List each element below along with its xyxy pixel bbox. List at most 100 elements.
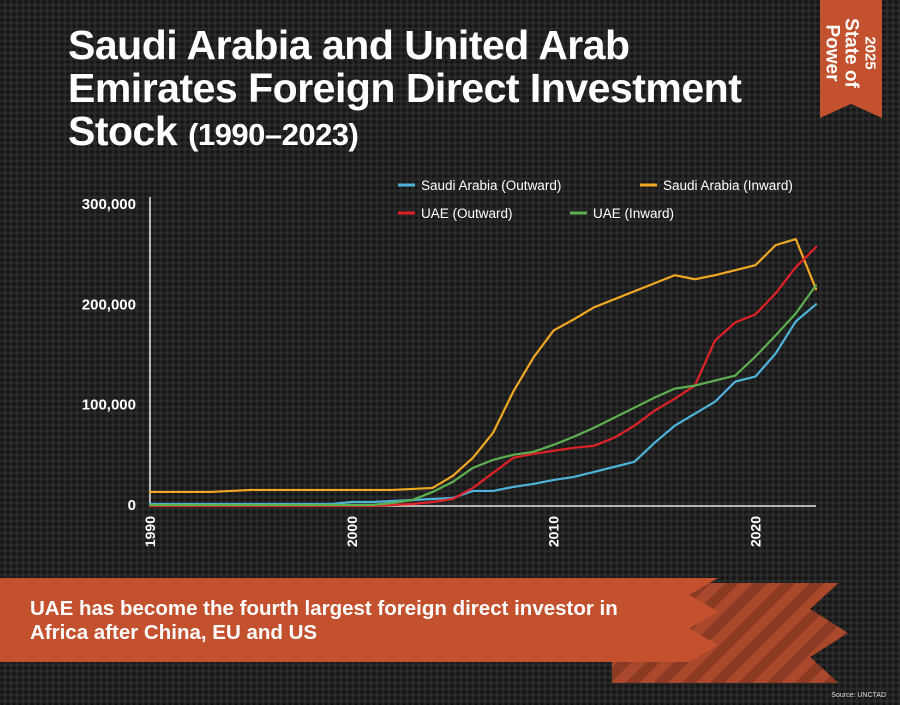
data-point <box>472 487 474 489</box>
data-point <box>633 406 636 409</box>
series-saudi-arabia-outward <box>148 303 818 506</box>
data-point <box>815 288 817 291</box>
data-point <box>532 483 535 485</box>
series-line <box>148 284 818 507</box>
data-point <box>229 490 232 492</box>
data-point <box>250 504 252 506</box>
data-point <box>613 298 616 301</box>
data-point <box>774 352 777 355</box>
data-point <box>371 489 373 491</box>
data-point <box>613 465 616 468</box>
data-point <box>512 390 515 393</box>
data-point <box>794 238 797 241</box>
data-point <box>794 312 797 315</box>
data-point <box>169 491 172 493</box>
data-point <box>371 501 373 503</box>
data-point <box>593 470 595 473</box>
data-point <box>714 339 716 342</box>
data-point <box>774 292 777 295</box>
data-point <box>532 452 535 455</box>
data-point <box>512 486 515 488</box>
data-point <box>411 499 414 501</box>
data-point <box>391 500 394 502</box>
data-point <box>250 489 252 491</box>
data-point <box>472 466 474 469</box>
data-point <box>734 269 737 272</box>
data-point <box>734 321 737 324</box>
data-point <box>290 504 293 506</box>
data-point <box>734 374 737 377</box>
data-point <box>209 491 212 493</box>
series-line <box>148 303 818 506</box>
data-point <box>815 246 817 249</box>
data-point <box>270 504 272 506</box>
data-point <box>411 488 414 490</box>
data-point <box>330 504 333 506</box>
legend-item: Saudi Arabia (Inward) <box>640 178 793 193</box>
data-point <box>673 424 676 427</box>
data-point <box>633 460 636 463</box>
data-point <box>149 491 151 493</box>
data-point <box>492 458 494 461</box>
data-point <box>633 290 636 293</box>
data-point <box>572 476 575 478</box>
legend-label: UAE (Outward) <box>421 206 513 221</box>
data-point <box>633 424 636 427</box>
data-point <box>492 471 494 474</box>
data-point <box>350 504 353 506</box>
y-tick-label: 300,000 <box>82 196 136 213</box>
data-point <box>492 431 494 434</box>
data-point <box>350 501 353 503</box>
x-tick-label: 2000 <box>344 516 360 547</box>
x-tick-label: 2010 <box>546 516 562 547</box>
data-point <box>451 475 454 477</box>
data-point <box>431 487 434 489</box>
data-point <box>532 450 535 453</box>
data-point <box>552 479 555 481</box>
series-saudi-arabia-inward <box>148 238 818 494</box>
data-point <box>451 498 454 500</box>
data-point <box>169 504 172 506</box>
data-point <box>754 313 757 316</box>
legend-item: UAE (Inward) <box>570 206 674 221</box>
data-point <box>572 435 575 438</box>
data-point <box>270 489 272 491</box>
data-point <box>714 274 716 277</box>
data-point <box>673 274 676 277</box>
data-point <box>774 334 777 337</box>
data-point <box>613 436 616 439</box>
data-point <box>350 489 353 491</box>
legend-item: UAE (Outward) <box>398 206 513 221</box>
source-note: Source: UNCTAD <box>831 692 886 699</box>
data-point <box>754 264 757 267</box>
data-point <box>229 504 232 506</box>
legend-item: Saudi Arabia (Outward) <box>398 178 561 193</box>
data-point <box>189 491 192 493</box>
data-point <box>653 441 656 444</box>
data-point <box>613 416 616 419</box>
legend-label: Saudi Arabia (Inward) <box>663 178 793 193</box>
data-point <box>391 504 394 506</box>
data-point <box>552 443 555 446</box>
data-point <box>552 449 555 452</box>
state-of-power-badge: 2025 State of Power <box>820 0 882 118</box>
data-point <box>189 504 192 506</box>
data-point <box>552 329 555 332</box>
data-point <box>572 446 575 449</box>
data-point <box>754 375 757 378</box>
data-point <box>694 278 696 281</box>
data-point <box>391 502 394 504</box>
y-tick-label: 100,000 <box>82 397 136 414</box>
legend-label: UAE (Inward) <box>593 206 674 221</box>
chart-title-main: Saudi Arabia and United Arab Emirates Fo… <box>68 22 742 154</box>
banner-text: UAE has become the fourth largest foreig… <box>30 597 618 644</box>
data-point <box>794 266 797 269</box>
data-point <box>512 453 515 456</box>
data-point <box>472 490 474 492</box>
series-uae-inward <box>148 284 818 507</box>
data-point <box>593 426 595 429</box>
data-point <box>512 456 515 459</box>
data-point <box>734 380 737 383</box>
data-point <box>714 379 716 382</box>
data-point <box>794 320 797 323</box>
